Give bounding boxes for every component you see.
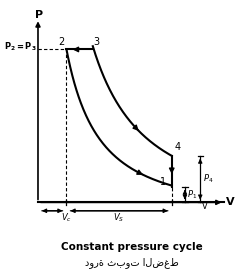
Text: $V_S$: $V_S$: [113, 211, 125, 224]
Text: $P_4$: $P_4$: [203, 173, 213, 185]
Text: $P_1$: $P_1$: [187, 188, 197, 201]
Text: 2: 2: [59, 37, 65, 47]
Text: P: P: [35, 10, 43, 20]
Text: V: V: [202, 202, 207, 211]
Text: Constant pressure cycle: Constant pressure cycle: [62, 242, 203, 252]
Text: V: V: [226, 197, 234, 207]
Text: 4: 4: [174, 142, 181, 152]
Text: 3: 3: [94, 37, 100, 47]
Text: دورة ثبوت الضغط: دورة ثبوت الضغط: [85, 257, 179, 267]
Text: $V_c$: $V_c$: [61, 211, 72, 224]
Text: 1: 1: [160, 177, 165, 187]
Text: $\mathbf{P_2=P_3}$: $\mathbf{P_2=P_3}$: [4, 41, 37, 53]
